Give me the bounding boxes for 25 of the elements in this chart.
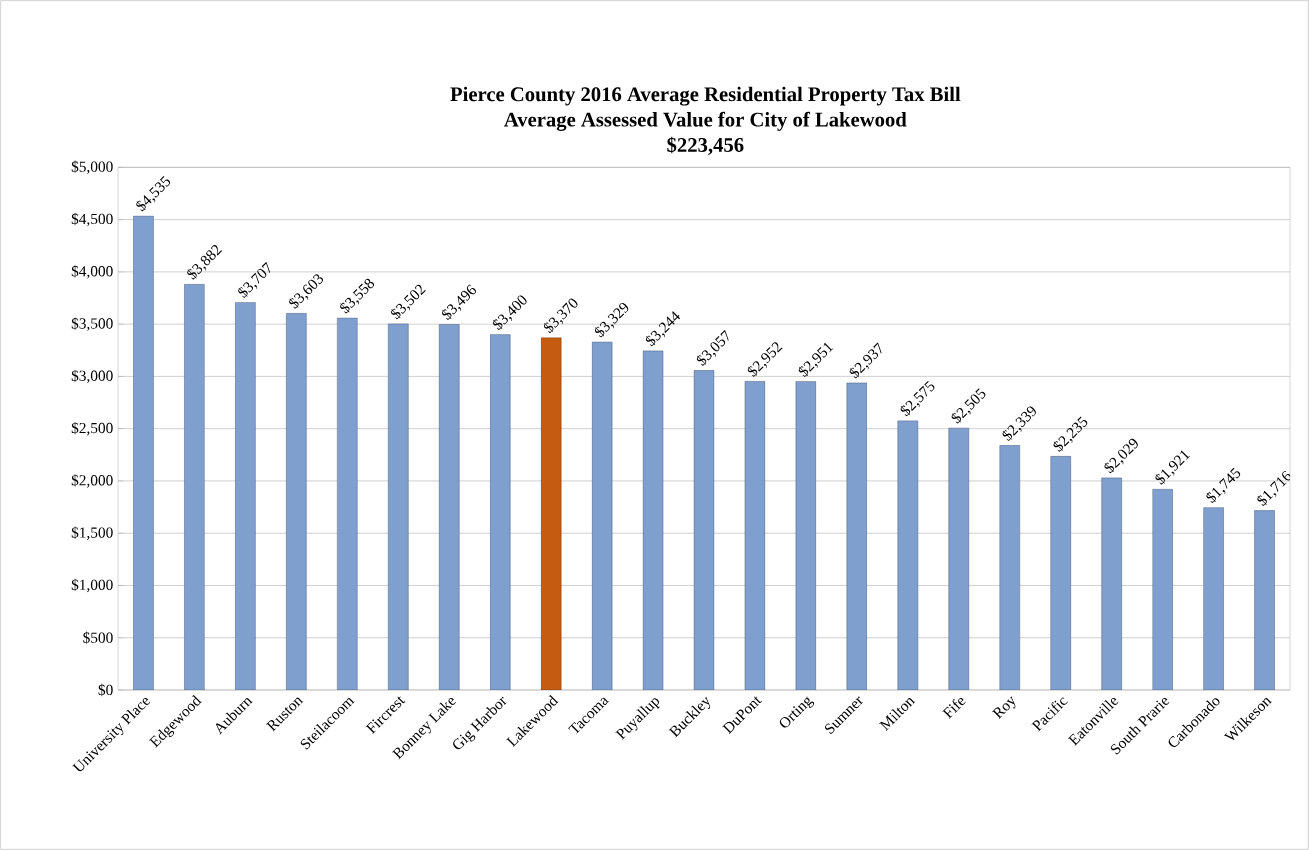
chart-title: Pierce County 2016 Average Residential Property Tax Bill xyxy=(450,86,961,106)
bar xyxy=(1254,510,1275,690)
x-tick-label: Roy xyxy=(992,696,1016,719)
y-tick-label: $3,500 xyxy=(71,317,113,331)
y-tick-label: $1,500 xyxy=(71,526,113,540)
bar xyxy=(540,337,562,690)
y-tick-label: $3,000 xyxy=(71,369,113,384)
text: $223,456 xyxy=(667,136,744,155)
bar xyxy=(133,215,154,690)
y-tick-label: $2,500 xyxy=(71,421,113,436)
y-tick-label: $1,000 xyxy=(71,578,113,593)
y-tick-label: $500 xyxy=(83,631,113,644)
y-tick-label: $4,000 xyxy=(71,265,113,279)
bar xyxy=(744,381,766,690)
bar xyxy=(1152,488,1173,690)
bar xyxy=(591,341,613,690)
y-tick-label: $5,000 xyxy=(71,160,113,175)
bar xyxy=(184,283,205,690)
bar xyxy=(1203,507,1224,690)
chart-subtitle: Average Assessed Value for City of Lakewood xyxy=(504,111,907,131)
y-tick-label: $4,500 xyxy=(71,212,113,227)
y-tick-label: $0 xyxy=(98,683,113,697)
bar xyxy=(693,370,715,690)
y-tick-label: $2,000 xyxy=(71,474,113,488)
x-tick-label: Fife xyxy=(942,698,966,719)
